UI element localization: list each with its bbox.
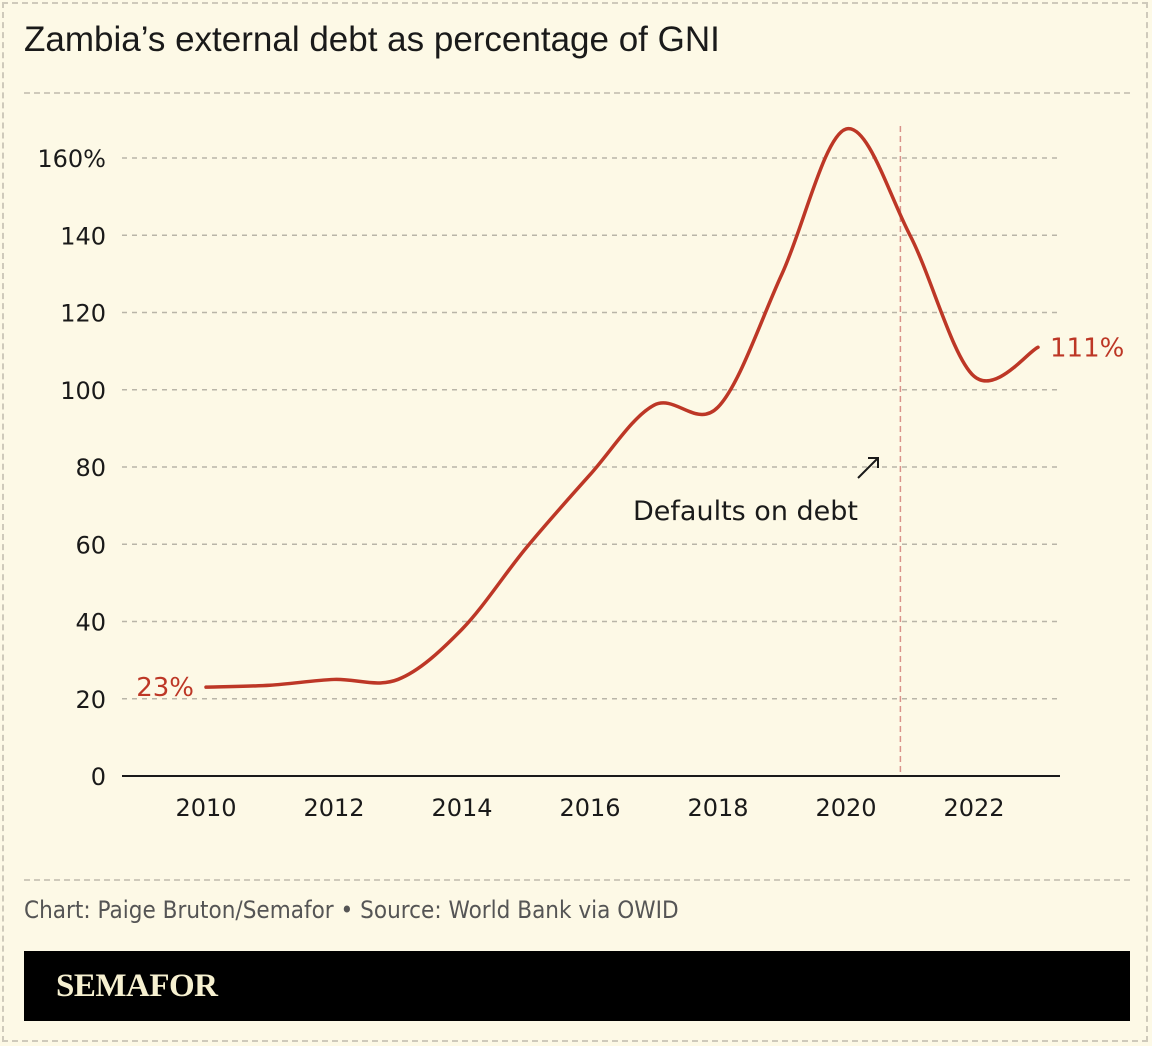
x-tick-label: 2022 bbox=[943, 794, 1004, 822]
divider bbox=[24, 92, 1130, 94]
y-tick-label: 140 bbox=[60, 222, 106, 250]
x-tick-label: 2016 bbox=[559, 794, 620, 822]
x-tick-label: 2018 bbox=[687, 794, 748, 822]
y-tick-label: 100 bbox=[60, 377, 106, 405]
line-chart: 0 20 40 60 80 100 120 140 160% 2010 2012 2014 2016 20… bbox=[37, 126, 1124, 822]
chart-title: Zambia’s external debt as percentage of … bbox=[24, 20, 720, 59]
y-tick-label: 160% bbox=[37, 145, 106, 173]
annotation-text: Defaults on debt bbox=[633, 496, 858, 527]
divider bbox=[24, 879, 1130, 881]
y-tick-label: 0 bbox=[91, 763, 106, 791]
semafor-logo: SEMAFOR bbox=[56, 968, 218, 1004]
x-tick-label: 2014 bbox=[431, 794, 492, 822]
y-tick-label: 120 bbox=[60, 300, 106, 328]
y-tick-label: 80 bbox=[75, 454, 106, 482]
brand-bar: SEMAFOR bbox=[24, 951, 1130, 1021]
y-tick-label: 40 bbox=[75, 609, 106, 637]
debt-series-line bbox=[204, 127, 1040, 689]
x-tick-label: 2012 bbox=[303, 794, 364, 822]
start-value-label: 23% bbox=[136, 673, 194, 703]
x-tick-label: 2020 bbox=[815, 794, 876, 822]
annotation-arrow-icon bbox=[857, 457, 879, 479]
chart-credit: Chart: Paige Bruton/Semafor • Source: Wo… bbox=[24, 896, 679, 924]
x-tick-label: 2010 bbox=[175, 794, 236, 822]
y-tick-label: 60 bbox=[75, 531, 106, 559]
y-tick-label: 20 bbox=[75, 686, 106, 714]
end-value-label: 111% bbox=[1050, 333, 1124, 363]
